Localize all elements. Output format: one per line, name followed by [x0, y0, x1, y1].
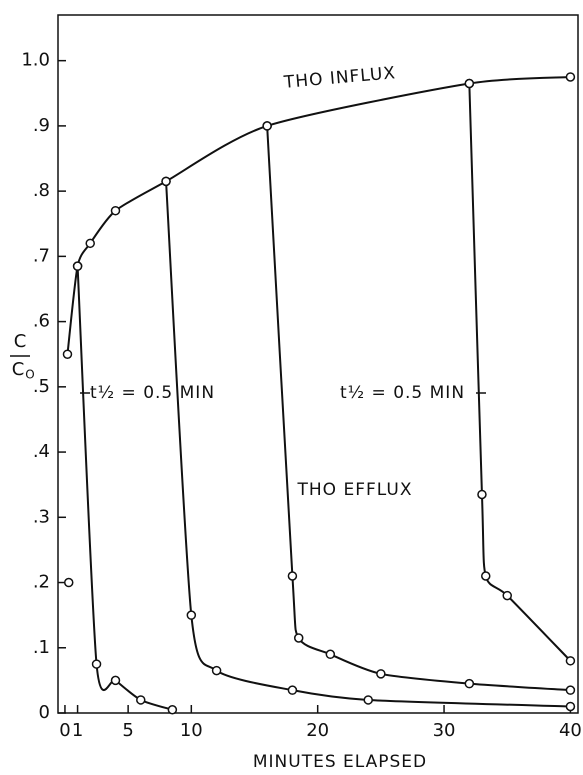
- data-point: [161, 176, 171, 187]
- data-point: [293, 633, 304, 643]
- data-point: [211, 665, 222, 676]
- annotation: t½ = 0.5 MIN: [90, 383, 215, 403]
- data-point: [110, 675, 121, 686]
- data-point: [85, 238, 95, 249]
- x-tick-label: 20: [306, 720, 329, 741]
- data-point: [481, 571, 491, 581]
- y-tick-label: .2: [33, 572, 50, 593]
- data-point: [186, 610, 197, 620]
- data-point: [63, 577, 74, 588]
- y-tick-label: .3: [33, 506, 50, 527]
- plot-frame: [57, 14, 579, 714]
- annotation: t½ = 0.5 MIN: [340, 383, 465, 403]
- y-tick-label: .6: [33, 311, 50, 332]
- x-tick-label: 1: [72, 720, 83, 741]
- x-tick-label: 10: [180, 720, 203, 741]
- data-point: [565, 72, 576, 82]
- data-point: [110, 205, 121, 216]
- data-point: [565, 701, 576, 712]
- data-point: [262, 121, 272, 131]
- data-point: [565, 656, 576, 666]
- curve: [76, 266, 173, 711]
- data-point: [363, 695, 373, 705]
- y-axis-label-sub: O: [25, 368, 34, 382]
- y-tick-label: .5: [33, 376, 50, 397]
- curve: [468, 83, 572, 662]
- x-tick-label: 5: [122, 720, 133, 741]
- annotation: THO INFLUX: [282, 63, 396, 93]
- data-point: [502, 590, 512, 601]
- data-point: [325, 649, 336, 660]
- y-tick-label: .7: [33, 245, 50, 266]
- data-point: [464, 78, 475, 89]
- data-point: [91, 659, 102, 669]
- annotation: THO EFFLUX: [297, 480, 413, 500]
- y-tick-label: 1.0: [21, 50, 50, 71]
- x-tick-label: 40: [559, 720, 582, 741]
- y-tick-label: .1: [33, 637, 50, 658]
- data-point: [464, 678, 475, 689]
- data-point: [167, 704, 178, 715]
- y-axis-label: C: [14, 331, 27, 352]
- data-point: [136, 695, 146, 705]
- x-tick-label: 30: [433, 720, 456, 741]
- y-tick-label: .8: [33, 180, 50, 201]
- curve: [66, 75, 571, 355]
- data-point: [287, 571, 298, 581]
- y-tick-label: .9: [33, 115, 50, 136]
- data-point: [376, 669, 386, 679]
- y-tick-label: 0: [39, 702, 50, 723]
- data-point: [477, 489, 487, 500]
- data-point: [565, 685, 576, 695]
- data-point: [62, 349, 73, 359]
- curve: [266, 125, 571, 692]
- x-tick-label: 0: [59, 720, 70, 741]
- x-axis-label: MINUTES ELAPSED: [253, 752, 427, 772]
- data-point: [287, 685, 298, 695]
- y-tick-label: .4: [33, 441, 50, 462]
- curve: [165, 181, 571, 708]
- data-point: [72, 261, 83, 271]
- y-axis-label: C: [12, 359, 25, 380]
